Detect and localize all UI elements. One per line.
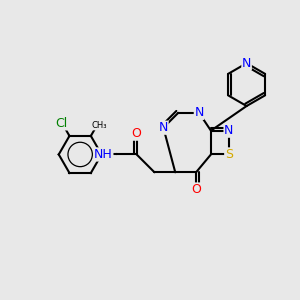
Text: S: S — [225, 148, 233, 161]
Text: Cl: Cl — [55, 117, 68, 130]
Text: N: N — [194, 106, 204, 119]
Text: N: N — [159, 121, 168, 134]
Text: NH: NH — [94, 148, 113, 161]
Text: N: N — [242, 57, 251, 70]
Text: CH₃: CH₃ — [92, 121, 107, 130]
Text: O: O — [132, 127, 142, 140]
Text: O: O — [191, 183, 201, 196]
Text: N: N — [224, 124, 233, 137]
